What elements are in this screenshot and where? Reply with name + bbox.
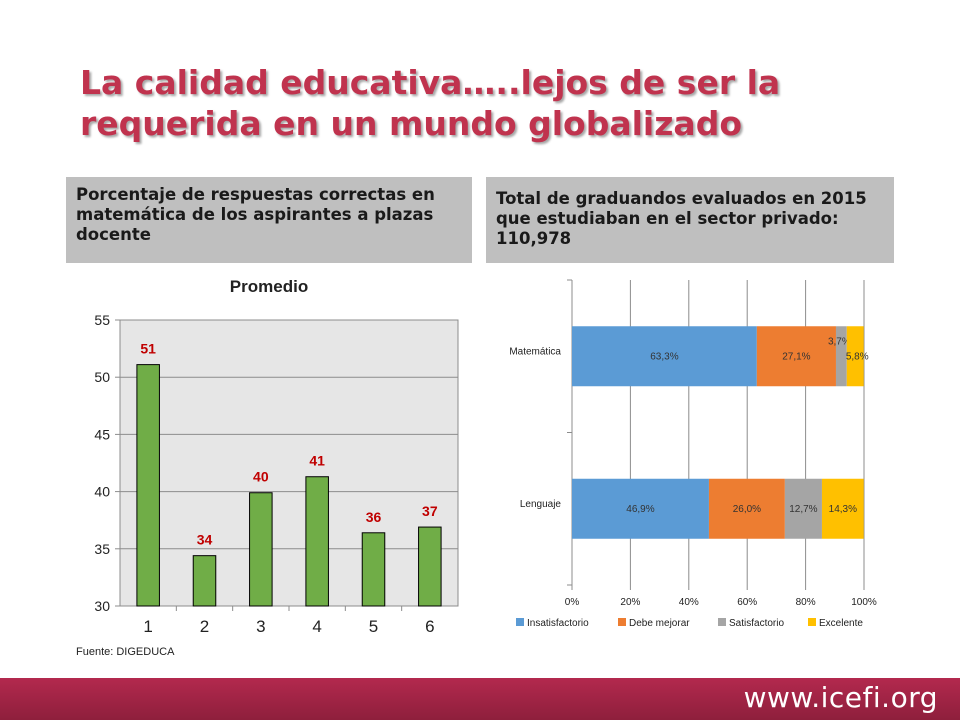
promedio-bar-chart: Promedio 30 35 40 45 50 55 51 1 34 2 40 3 41 4 36 5 37 6 [66, 270, 472, 650]
data-label: 34 [197, 532, 213, 548]
y-tick-label: 40 [94, 484, 110, 500]
graduandos-stacked-bar-chart: 0% 20% 40% 60% 80% 100% Matemática 63,3% 27,1% 3,… [486, 270, 894, 642]
bar [418, 526, 442, 607]
data-label: 41 [309, 453, 325, 469]
chart-area [486, 270, 894, 642]
y-tick-label: 35 [94, 541, 110, 557]
x-tick-label: 40% [679, 597, 699, 608]
right-panel-caption: Total de graduandos evaluados en 2015 qu… [486, 177, 894, 263]
bar [249, 492, 273, 607]
x-tick-label: 3 [256, 617, 265, 636]
bar-segment-satisfactorio [784, 478, 822, 539]
bar-segment-debe-mejorar [756, 326, 836, 387]
legend-swatch [618, 618, 626, 626]
x-tick-label: 2 [200, 617, 209, 636]
bar-segment-debe-mejorar [708, 478, 785, 539]
bar [192, 555, 217, 607]
data-label: 14,3% [829, 504, 857, 515]
legend-swatch [718, 618, 726, 626]
x-tick-label: 100% [851, 597, 877, 608]
legend-label: Insatisfactorio [527, 618, 589, 629]
bar-segment-insatisfactorio [572, 478, 709, 539]
y-tick-label: 30 [94, 598, 110, 614]
y-tick-label: 50 [94, 369, 110, 385]
legend-swatch [516, 618, 524, 626]
data-label: 3,7% [828, 336, 851, 347]
source-note: Fuente: DIGEDUCA [76, 646, 175, 658]
legend-label: Debe mejorar [629, 618, 690, 629]
data-label: 63,3% [650, 351, 678, 362]
slide-title: La calidad educativa…..lejos de ser la r… [80, 63, 781, 143]
x-tick-label: 5 [369, 617, 378, 636]
y-tick-label: 45 [94, 426, 110, 442]
footer-bar: www.icefi.org [0, 678, 960, 720]
category-label: Lenguaje [520, 499, 562, 510]
bar-segment-excelente [846, 326, 864, 387]
bar [305, 476, 329, 607]
data-label: 27,1% [782, 351, 810, 362]
data-label: 46,9% [626, 504, 654, 515]
data-label: 26,0% [733, 504, 761, 515]
bar-segment-satisfactorio [835, 326, 847, 387]
bar-segment-insatisfactorio [572, 326, 757, 387]
chart-title: Promedio [230, 277, 308, 296]
bar [361, 532, 386, 607]
data-label: 5,8% [846, 351, 869, 362]
x-tick-label: 6 [425, 617, 434, 636]
data-label: 37 [422, 503, 438, 519]
x-tick-label: 4 [312, 617, 321, 636]
legend-label: Satisfactorio [729, 618, 784, 629]
x-tick-label: 60% [737, 597, 757, 608]
footer-url[interactable]: www.icefi.org [743, 681, 938, 714]
bar [136, 364, 160, 607]
plot-area [119, 319, 459, 607]
data-label: 12,7% [789, 504, 817, 515]
data-label: 51 [140, 341, 156, 357]
x-tick-label: 0% [565, 597, 580, 608]
y-tick-label: 55 [94, 312, 110, 328]
x-tick-label: 20% [620, 597, 640, 608]
x-tick-label: 80% [796, 597, 816, 608]
left-panel-caption: Porcentaje de respuestas correctas en ma… [66, 177, 472, 263]
legend-swatch [808, 618, 816, 626]
category-label: Matemática [509, 346, 561, 357]
data-label: 36 [366, 509, 382, 525]
data-label: 40 [253, 469, 269, 485]
bar-segment-excelente [821, 478, 864, 539]
x-tick-label: 1 [143, 617, 152, 636]
legend-label: Excelente [819, 618, 863, 629]
